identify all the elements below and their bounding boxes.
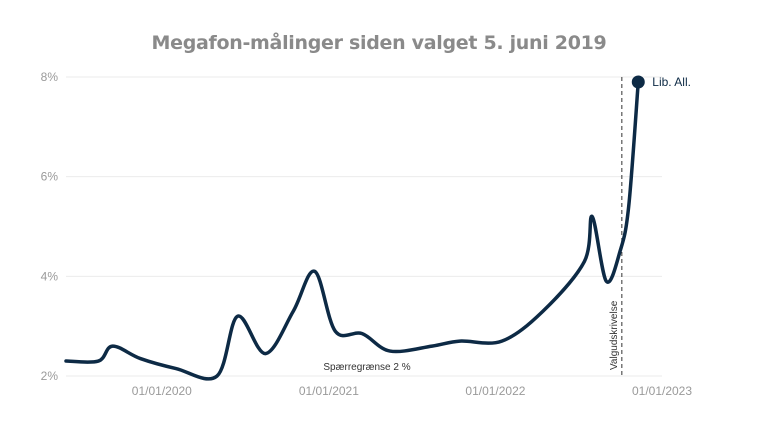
y-tick-label: 2% — [41, 369, 59, 383]
y-axis: 2% 4% 6% 8% — [41, 70, 59, 383]
event-label: Valgudskrivelse — [609, 300, 620, 370]
x-tick-label: 01/01/2022 — [465, 384, 525, 398]
threshold-label: Spærregrænse 2 % — [323, 362, 410, 373]
series-layer: Lib. All. — [64, 75, 691, 381]
series-line-lib-all — [64, 80, 641, 381]
x-tick-label: 01/01/2021 — [299, 384, 359, 398]
x-axis: 01/01/2020 01/01/2021 01/01/2022 01/01/2023 — [132, 384, 693, 398]
annotations: Spærregrænse 2 % Valgudskrivelse — [323, 77, 623, 376]
y-tick-label: 4% — [41, 269, 59, 283]
y-tick-label: 6% — [41, 170, 59, 184]
x-tick-label: 01/01/2023 — [632, 384, 692, 398]
x-tick-label: 01/01/2020 — [132, 384, 192, 398]
y-tick-label: 8% — [41, 70, 59, 84]
chart-title: Megafon-målinger siden valget 5. juni 20… — [151, 32, 607, 54]
series-end-marker — [631, 75, 645, 89]
gridlines — [66, 76, 662, 377]
series-end-label: Lib. All. — [652, 75, 691, 89]
